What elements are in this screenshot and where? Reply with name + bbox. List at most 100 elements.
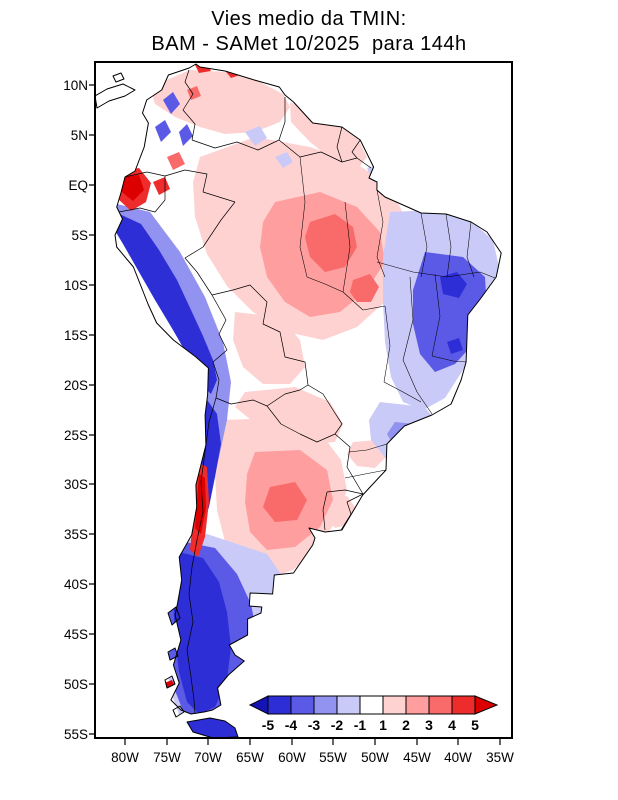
lat-label: 55S (64, 727, 88, 742)
lat-axis-labels: 10N 5N EQ 5S 10S 15S 20S 25S 30S 35S 40S… (63, 78, 88, 742)
lat-label: 20S (64, 378, 88, 393)
border-chile-argentina (186, 397, 217, 715)
lat-label: 15S (64, 328, 88, 343)
colorbar-segment (267, 695, 292, 715)
colorbar-labels: -5 -4 -3 -2 -1 1 2 3 4 5 (262, 717, 479, 733)
colorbar-label: -2 (331, 717, 344, 733)
bias-blob-peru-andes-dark-blue (111, 212, 217, 394)
bias-blob-colombia-red-1 (167, 152, 185, 170)
coastline-tierradelfuego (186, 717, 239, 738)
border-brazil-uruguay (340, 493, 364, 531)
figure-title: Vies medio da TMIN: BAM - SAMet 10/2025 … (0, 7, 618, 57)
state-line (402, 276, 414, 361)
colorbar-arrow-left (248, 695, 269, 715)
coastline-chiloe (167, 606, 181, 626)
colorbar-segment (405, 695, 430, 715)
colorbar-label: -1 (354, 717, 367, 733)
bias-field (105, 64, 499, 738)
lat-label: 5N (71, 128, 88, 143)
bias-blob-argentina-red-core (263, 482, 307, 522)
state-line (383, 381, 422, 403)
lat-label: 25S (64, 428, 88, 443)
border-colombia-brazil (184, 169, 236, 203)
bias-blob-venezuela-pink (150, 70, 290, 134)
colorbar-label: -4 (285, 717, 298, 733)
lat-label: 45S (64, 627, 88, 642)
lat-label: 40S (64, 577, 88, 592)
bias-blob-amazon-red-2 (350, 274, 379, 302)
state-line (344, 469, 387, 479)
lat-axis-ticks (89, 84, 95, 735)
bias-blob-tierradelfuego-blue (183, 712, 238, 738)
coastline-island-1 (172, 705, 185, 718)
coastline-panama (95, 83, 136, 109)
colorbar-label: 4 (448, 717, 456, 733)
coastline-islet (112, 72, 125, 83)
bias-blob-nebrazil-medium-blue (413, 252, 487, 372)
map-canvas (95, 63, 502, 738)
lon-label: 70W (194, 750, 222, 765)
lat-label: 50S (64, 677, 88, 692)
bias-blob-roraima-speck-1 (245, 126, 267, 146)
lat-label: 5S (71, 228, 88, 243)
bias-blob-roraima-speck-2 (275, 152, 293, 168)
bias-blob-colombia-blue-1 (163, 92, 180, 114)
border-paraguay-argentina (266, 405, 336, 443)
bias-blob-colombia-blue-2 (155, 120, 171, 142)
lat-label: 10N (63, 78, 88, 93)
border-peru-bolivia (211, 294, 228, 363)
state-line (299, 156, 308, 278)
lat-label: 30S (64, 477, 88, 492)
state-line (431, 355, 467, 363)
title-line-1: Vies medio da TMIN: (211, 8, 407, 30)
state-line (383, 305, 391, 383)
bias-blob-maracaibo-red (187, 86, 201, 100)
colorbar-arrow-right (474, 695, 499, 715)
border-colombia-ecuador (124, 169, 186, 178)
title-line-2: BAM - SAMet 10/2025 para 144h (151, 33, 467, 55)
colorbar-label: 1 (379, 717, 387, 733)
lat-label: 35S (64, 527, 88, 542)
border-bolivia-brazil (211, 284, 309, 386)
colorbar-segment (359, 695, 384, 715)
bias-blob-chile-red-core (195, 474, 206, 534)
coastline-island-2 (164, 675, 176, 689)
state-line (348, 443, 388, 453)
coastlines (95, 63, 502, 738)
border-bolivia-chile (212, 361, 220, 399)
colorbar-label: 2 (402, 717, 410, 733)
coastline-island-3 (167, 647, 179, 661)
colorbar-segment (290, 695, 315, 715)
border-bolivia-paraguay (266, 384, 309, 407)
bias-blob-paraguay-pink (235, 387, 343, 444)
state-line (431, 273, 441, 357)
colorbar-segment (451, 695, 476, 715)
coastline-mainland (114, 63, 502, 715)
state-line (376, 189, 386, 278)
lon-label: 60W (278, 750, 306, 765)
lat-label: EQ (68, 178, 88, 193)
lon-label: 55W (319, 750, 347, 765)
bias-blob-ecuador-red-core (122, 175, 144, 201)
lon-axis-labels: 80W 75W 70W 65W 60W 55W 50W 45W 40W 35W (111, 750, 514, 765)
plot-frame (94, 61, 513, 739)
bias-blob-nebrazil-dark-1 (440, 272, 467, 298)
bias-blob-amazon-red-1 (305, 214, 357, 272)
colorbar-segment (313, 695, 338, 715)
border-ecuador-peru (118, 176, 166, 213)
bias-blob-colombia-red-2 (153, 177, 170, 195)
colorbar-segment (428, 695, 453, 715)
state-borders (299, 156, 496, 479)
lat-label: 10S (64, 278, 88, 293)
bias-blob-patagonia-dark-blue (173, 552, 231, 714)
state-line (342, 291, 386, 311)
border-venezuela-brazil (191, 97, 286, 151)
border-guianas-brazil (278, 139, 372, 169)
border-paraguay-brazil (307, 384, 343, 435)
lon-label: 50W (361, 750, 389, 765)
state-line (376, 261, 496, 279)
state-line (420, 212, 428, 278)
state-line (306, 276, 344, 293)
